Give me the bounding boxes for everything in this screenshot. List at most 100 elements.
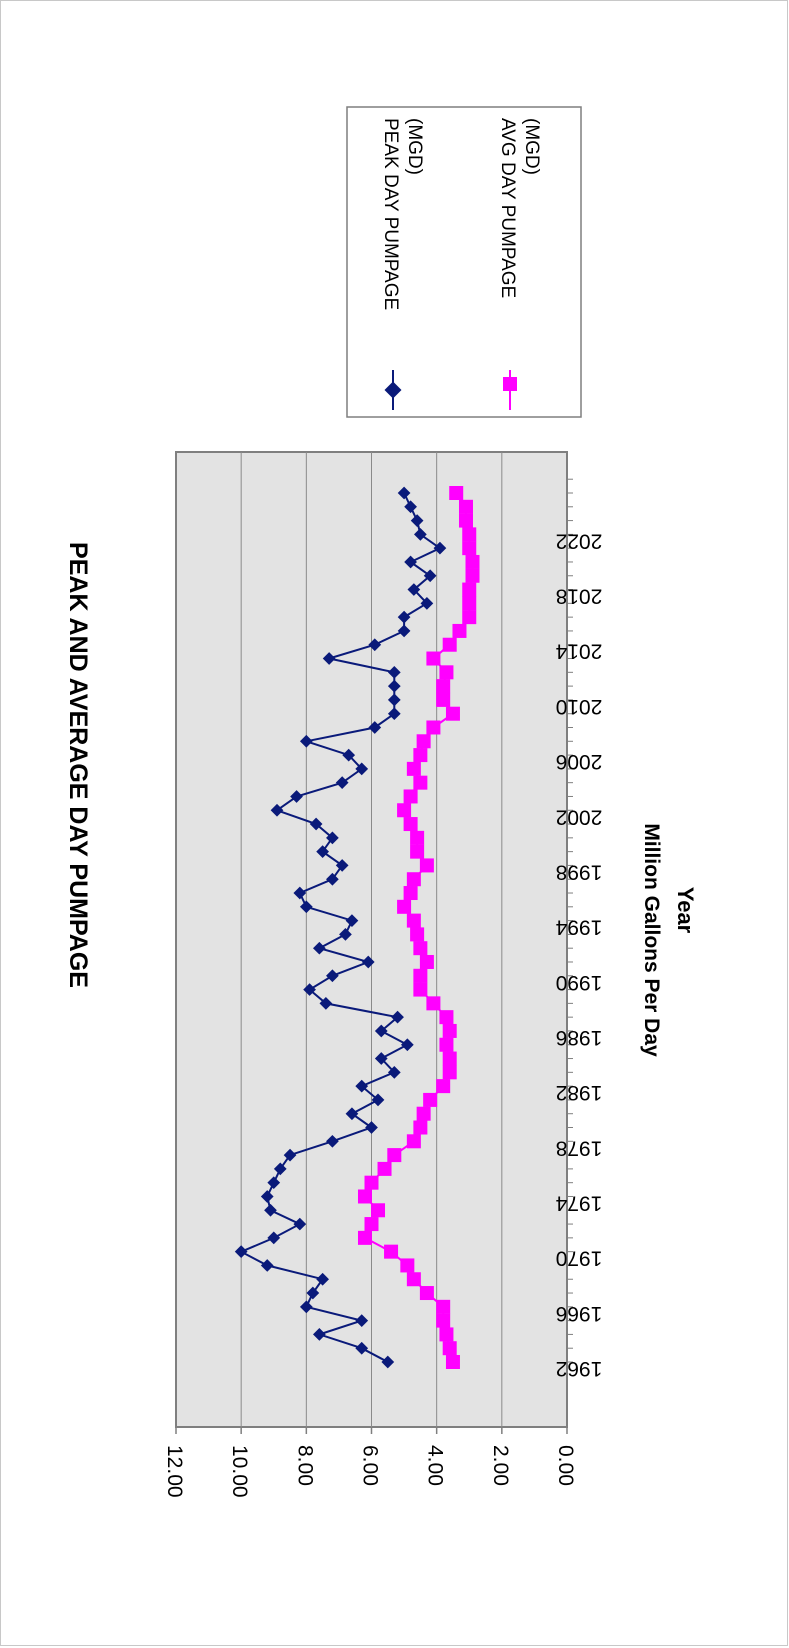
y-tick-label: 10.00 [228, 1445, 251, 1498]
avg-data-point [436, 1313, 451, 1328]
avg-data-point [458, 499, 473, 514]
legend-peak-label-line2: (MGD) [404, 118, 425, 175]
avg-data-point [436, 692, 451, 707]
avg-data-point [442, 637, 457, 652]
avg-data-point [406, 872, 421, 887]
avg-data-point [445, 1355, 460, 1369]
x-tick-label: 1974 [555, 1191, 602, 1214]
avg-data-point [406, 1134, 421, 1149]
avg-data-point [413, 1120, 428, 1135]
avg-data-point [426, 996, 441, 1011]
avg-data-point [357, 1230, 372, 1245]
avg-data-point [410, 830, 425, 845]
avg-data-point [442, 1065, 457, 1080]
avg-data-point [364, 1175, 379, 1190]
avg-data-point [410, 844, 425, 859]
x-tick-label: 1966 [556, 1302, 603, 1325]
avg-data-point [413, 982, 428, 997]
x-tick-label: 2014 [555, 640, 602, 663]
gridlines [240, 452, 503, 1427]
avg-data-point [416, 1106, 431, 1121]
avg-data-point [377, 1161, 392, 1176]
avg-data-point [413, 775, 428, 790]
avg-data-point [371, 1203, 386, 1218]
x-tick-label: 1962 [556, 1357, 603, 1380]
avg-data-point [423, 1092, 438, 1107]
y-tick-label: 0.00 [554, 1445, 577, 1486]
avg-data-point [442, 1023, 457, 1038]
avg-data-point [416, 734, 431, 749]
chart-title: PEAK AND AVERAGE DAY PUMPAGE [64, 542, 92, 988]
avg-data-point [462, 527, 477, 542]
x-tick-label: 1978 [556, 1136, 603, 1159]
y-axis-label: Million Gallons Per Day [640, 823, 663, 1057]
legend: PEAK DAY PUMPAGE (MGD) AVG DAY PUMPAGE (… [346, 106, 582, 418]
y-tick-label: 12.00 [163, 1445, 186, 1498]
x-tick-label: 1998 [556, 860, 603, 883]
avg-data-point [449, 486, 464, 500]
avg-data-point [465, 554, 480, 569]
avg-data-point [413, 968, 428, 983]
avg-data-point [406, 761, 421, 776]
y-tick-label: 8.00 [293, 1445, 316, 1486]
y-tick-label: 4.00 [424, 1445, 447, 1486]
avg-data-point [465, 568, 480, 583]
avg-data-point [397, 803, 412, 818]
avg-data-point [439, 665, 454, 680]
avg-data-point [445, 706, 460, 721]
avg-data-point [439, 1037, 454, 1052]
avg-data-point [410, 927, 425, 942]
avg-data-point [462, 596, 477, 611]
avg-data-point [403, 886, 418, 901]
avg-data-point [403, 817, 418, 832]
avg-data-point [413, 748, 428, 763]
avg-data-point [384, 1244, 399, 1259]
x-tick-label: 2022 [556, 529, 603, 552]
avg-data-point [462, 582, 477, 597]
x-tick-label: 2002 [556, 805, 603, 828]
y-axis: 0.00 2.00 4.00 6.00 8.00 10.00 12.00 [163, 1427, 577, 1498]
x-tick-label: 2018 [556, 585, 603, 608]
avg-data-point [436, 679, 451, 694]
avg-data-point [439, 1010, 454, 1025]
peak-data-point [397, 486, 411, 500]
x-tick-label: 2010 [556, 695, 603, 718]
x-tick-label: 1986 [556, 1026, 603, 1049]
x-tick-label: 1970 [556, 1247, 603, 1270]
avg-data-point [426, 651, 441, 666]
legend-avg-label-line1: AVG DAY PUMPAGE [497, 118, 518, 298]
x-tick-label: 1990 [556, 971, 603, 994]
x-tick-label: 2006 [556, 750, 603, 773]
avg-data-point [397, 899, 412, 914]
avg-data-point [436, 1079, 451, 1094]
y-tick-label: 6.00 [359, 1445, 382, 1486]
avg-data-point [387, 1148, 402, 1163]
avg-data-point [452, 623, 467, 638]
legend-avg-label-line2: (MGD) [521, 118, 542, 175]
avg-data-point [419, 1286, 434, 1301]
avg-data-point [357, 1189, 372, 1204]
avg-data-point [419, 954, 434, 969]
avg-data-point [364, 1217, 379, 1232]
avg-data-point [406, 1272, 421, 1287]
avg-data-point [442, 1341, 457, 1356]
avg-data-point [419, 858, 434, 873]
avg-data-point [436, 1299, 451, 1314]
legend-peak-marker [384, 381, 402, 399]
x-axis-label: Year [673, 887, 698, 934]
legend-avg-marker [503, 377, 517, 391]
avg-data-point [462, 541, 477, 556]
peak-data-point [404, 500, 417, 514]
legend-peak-label-line1: PEAK DAY PUMPAGE [380, 118, 401, 310]
avg-data-point [442, 1051, 457, 1066]
avg-data-point [406, 913, 421, 928]
avg-data-point [400, 1258, 415, 1273]
peak-series-line [238, 492, 442, 1363]
avg-data-point [458, 513, 473, 528]
x-tick-label: 1982 [556, 1081, 603, 1104]
avg-data-point [426, 720, 441, 735]
y-tick-label: 2.00 [489, 1445, 512, 1486]
avg-data-point [462, 610, 477, 625]
avg-data-point [403, 789, 418, 804]
